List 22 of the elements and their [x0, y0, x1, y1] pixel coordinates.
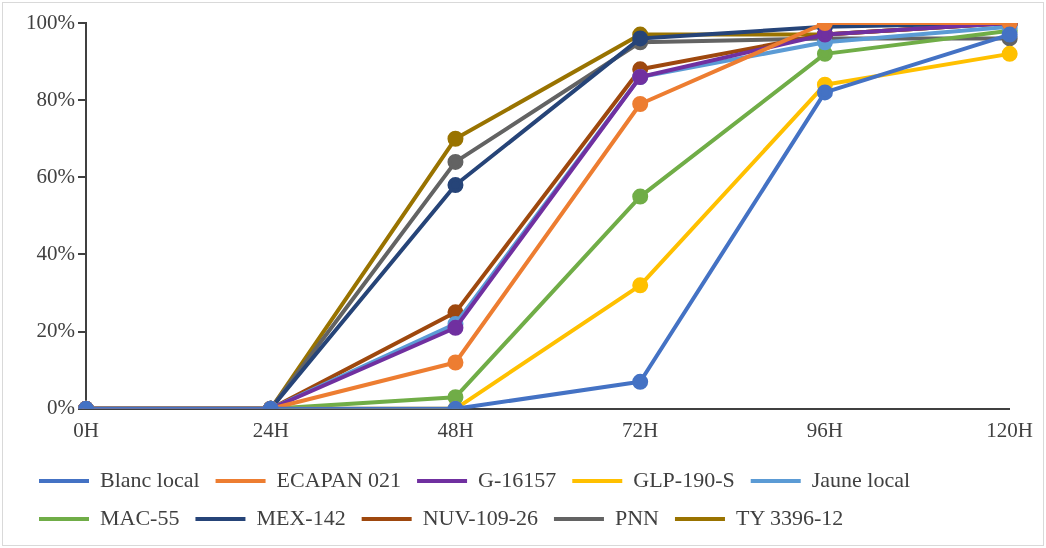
x-tick-label: 48H	[437, 417, 474, 442]
legend-label: ECAPAN 021	[276, 466, 402, 492]
x-tick-label: 24H	[252, 417, 289, 442]
y-tick-label: 80%	[36, 86, 75, 111]
legend-label: MAC-55	[100, 504, 180, 530]
y-tick-label: 20%	[36, 318, 75, 343]
legend-label: G-16157	[478, 466, 557, 492]
y-tick-label: 40%	[36, 241, 75, 265]
legend-label: TY 3396-12	[735, 504, 844, 530]
legend-label: NUV-109-26	[422, 504, 538, 530]
x-tick-label: 72H	[622, 417, 659, 442]
legend-label: MEX-142	[256, 504, 346, 530]
legend-label: GLP-190-S	[633, 466, 735, 492]
legend-label: Blanc local	[100, 466, 200, 492]
y-tick-label: 0%	[46, 395, 75, 420]
y-tick-label: 60%	[36, 163, 75, 188]
x-tick-label: 0H	[73, 417, 99, 442]
x-tick-label: 120H	[986, 417, 1033, 442]
y-tick-label: 100%	[25, 9, 75, 34]
legend-label: PNN	[614, 504, 660, 530]
legend-label: Jaune local	[811, 466, 911, 492]
x-tick-label: 96H	[806, 417, 844, 442]
